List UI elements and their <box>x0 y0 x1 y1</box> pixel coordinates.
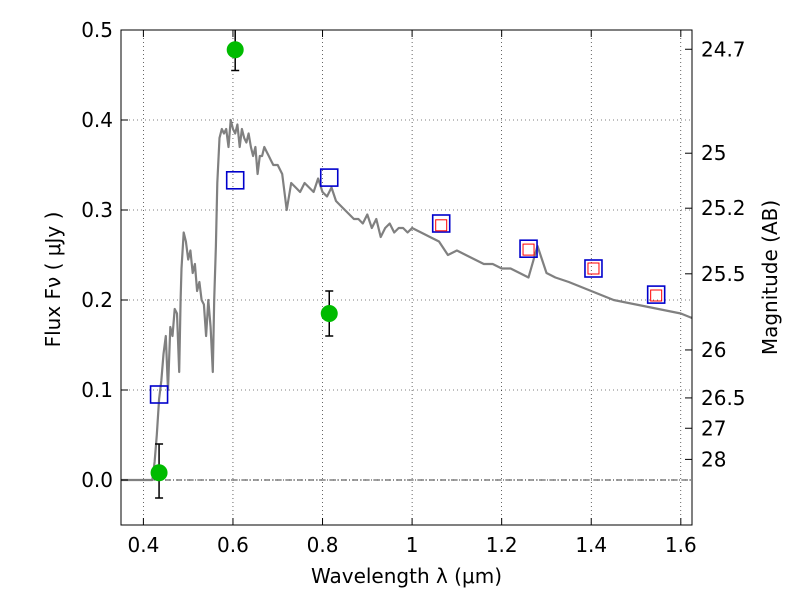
x-tick-label: 1 <box>406 533 419 557</box>
y-axis-label: Flux Fν ( μJy ) <box>41 212 65 348</box>
red-square-point <box>522 243 535 256</box>
y2-tick-label: 28 <box>701 447 726 471</box>
green-circle-point <box>320 305 338 322</box>
blue-square-point <box>149 385 169 404</box>
y2-tick-label: 24.7 <box>701 37 746 61</box>
blue-square-point <box>319 168 339 187</box>
y-tick-label: 0.0 <box>81 468 113 492</box>
blue-square-point <box>431 214 451 233</box>
right-axis-label: Magnitude (AB) <box>758 200 782 355</box>
x-tick-label: 0.4 <box>127 533 159 557</box>
x-tick-label: 1.4 <box>575 533 607 557</box>
x-tick-label: 1.6 <box>665 533 697 557</box>
y2-tick-label: 26.5 <box>701 386 746 410</box>
y-tick-label: 0.1 <box>81 378 113 402</box>
blue-square-point <box>646 285 666 304</box>
y2-tick-label: 26 <box>701 338 726 362</box>
x-tick-label: 0.8 <box>307 533 339 557</box>
plot-frame <box>120 29 693 526</box>
green-circle-point <box>226 41 244 59</box>
x-tick-label: 1.2 <box>486 533 518 557</box>
y-tick-label: 0.5 <box>81 18 113 42</box>
model-spectrum-line <box>121 118 693 482</box>
grid-lines <box>121 29 692 525</box>
red-square-point <box>587 262 600 275</box>
blue-square-point <box>225 171 245 190</box>
y2-tick-label: 25.2 <box>701 196 746 220</box>
x-axis-label: Wavelength λ (μm) <box>311 564 502 588</box>
y2-tick-label: 25.5 <box>701 262 746 286</box>
x-tick-label: 0.6 <box>217 533 249 557</box>
y2-tick-label: 25 <box>701 141 726 165</box>
y-tick-label: 0.3 <box>81 198 113 222</box>
blue-square-point <box>519 239 538 258</box>
y-tick-label: 0.2 <box>81 288 113 312</box>
red-square-point <box>650 289 663 302</box>
y-tick-label: 0.4 <box>81 108 113 132</box>
red-square-point <box>435 219 448 232</box>
blue-square-point <box>584 259 603 278</box>
green-circle-point <box>150 464 168 482</box>
plot-series <box>121 30 693 499</box>
axis-ticks: 0.4 0.6 0.8 1 1.2 1.4 1.6 0.0 0.1 0.2 0.3 0.4 0.5 24.… <box>81 18 745 557</box>
y2-tick-label: 27 <box>701 416 726 440</box>
